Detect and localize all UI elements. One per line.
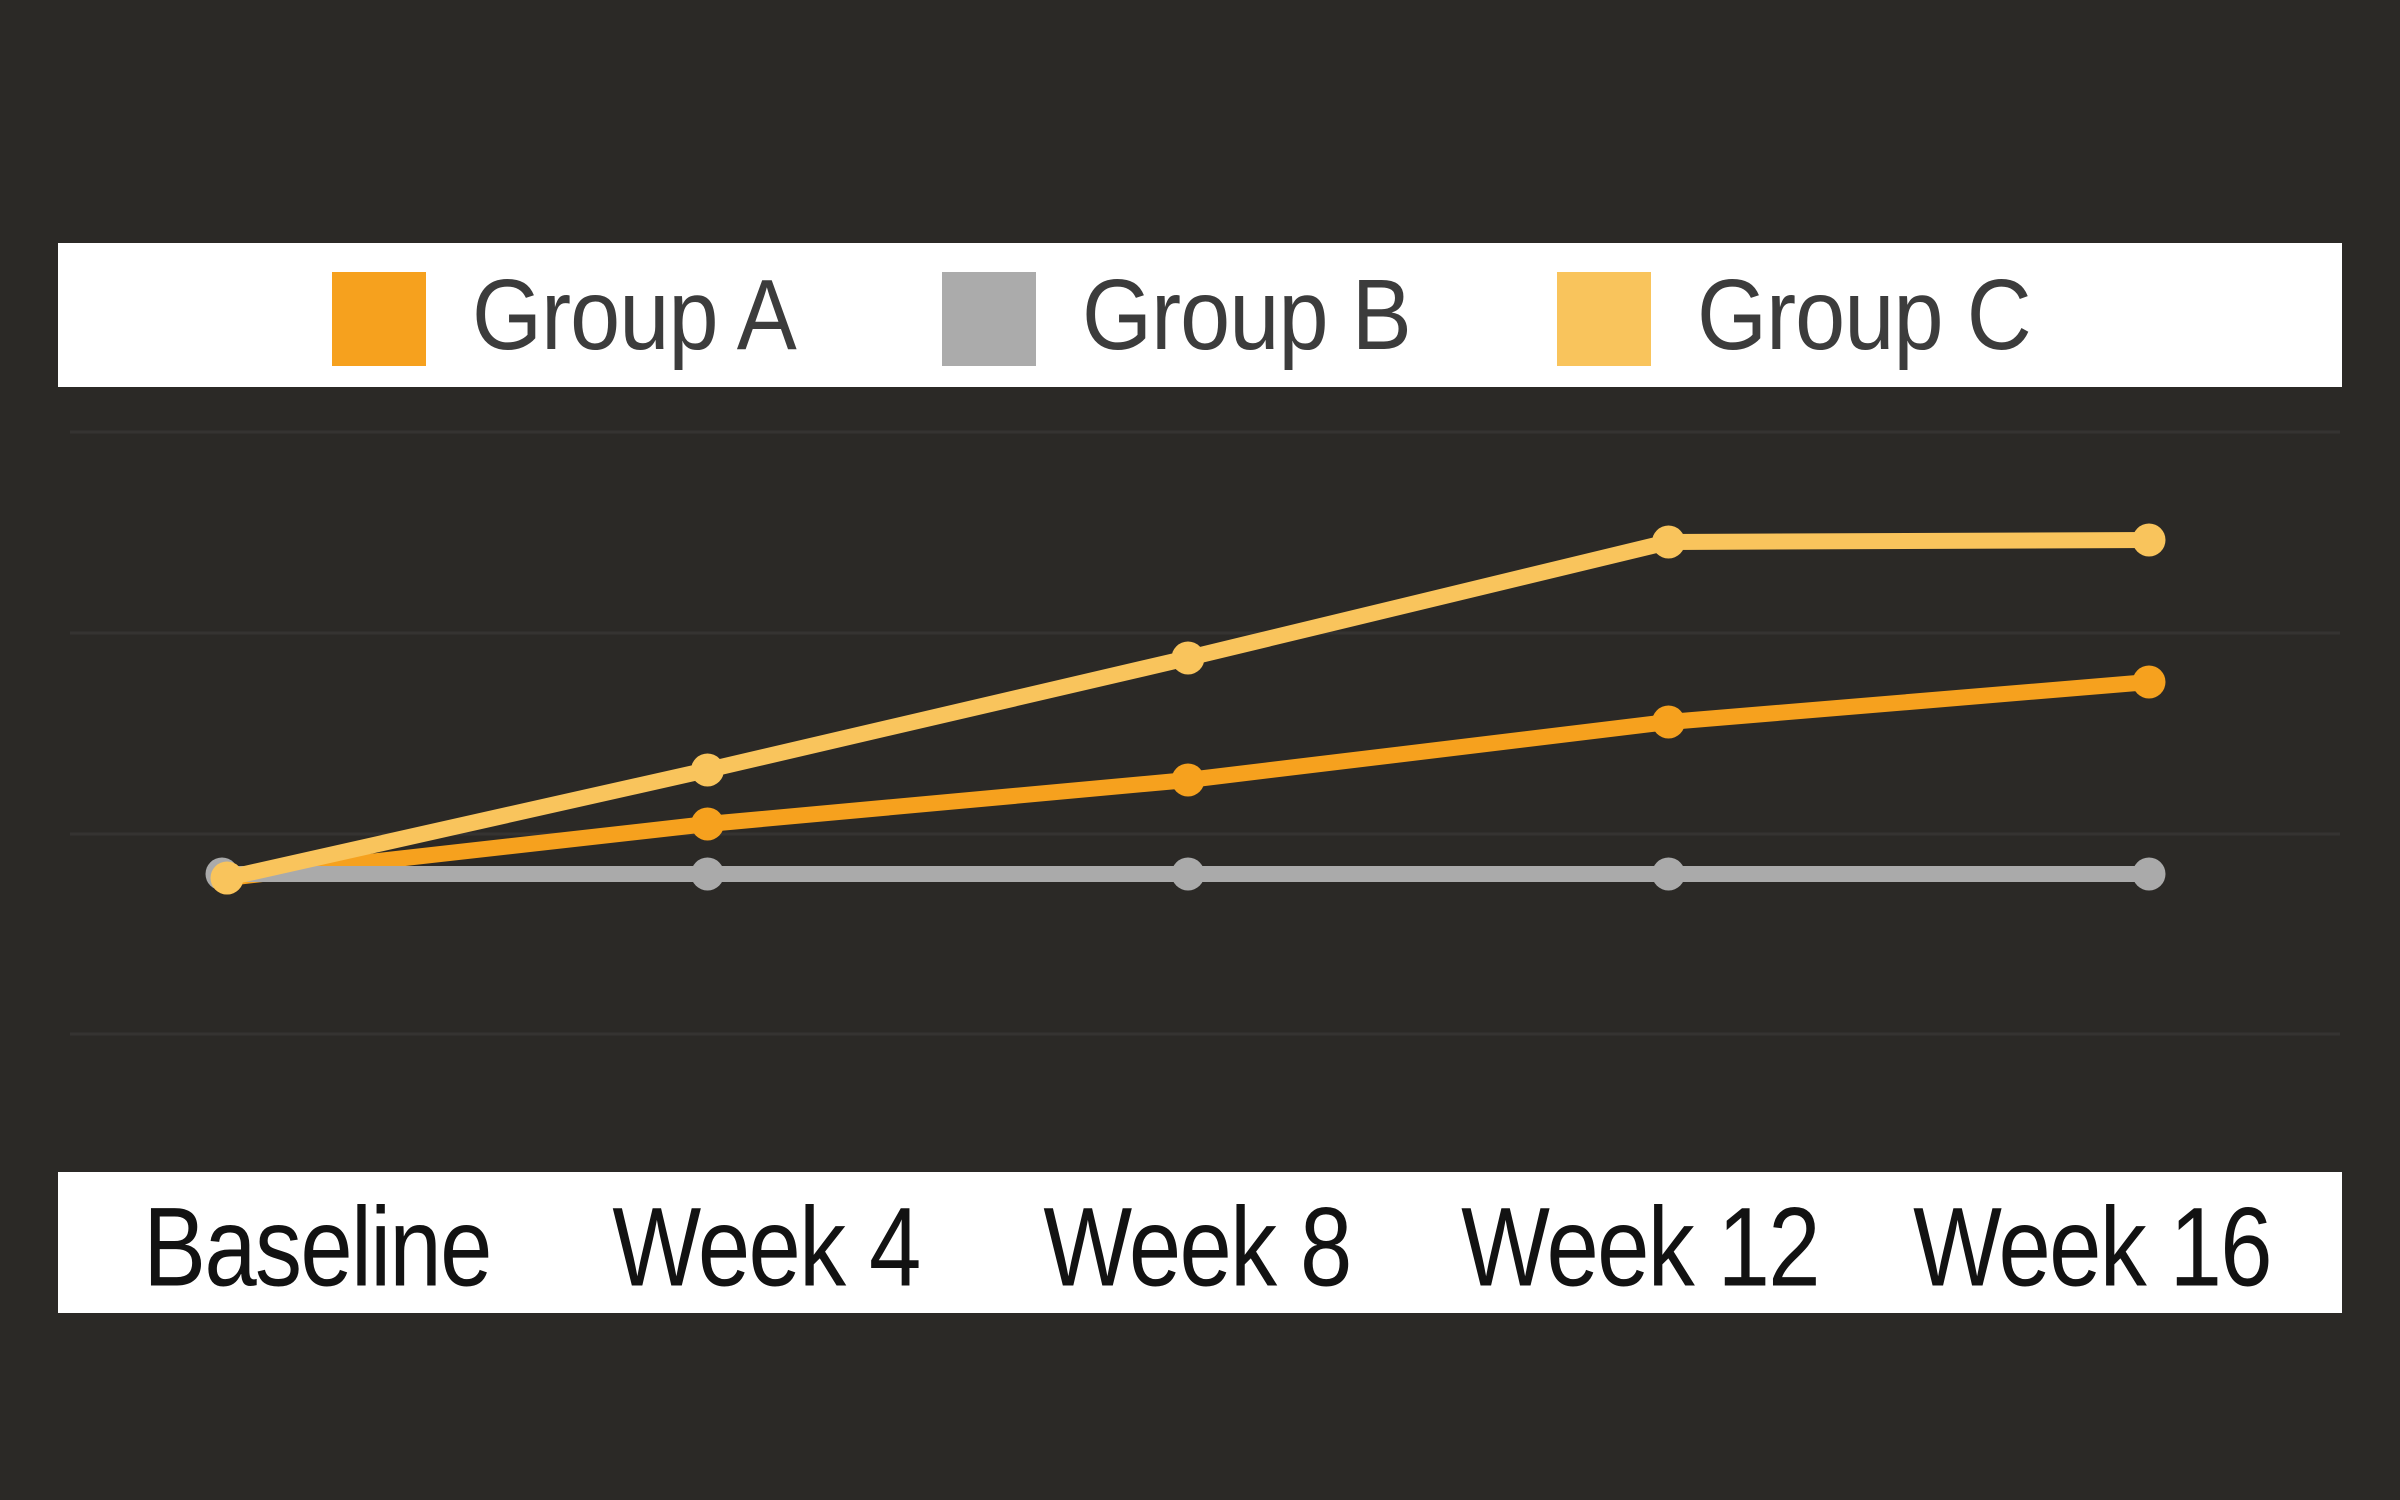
legend-item-group-b: Group B (941, 259, 1447, 371)
x-axis-label-week-16: Week 16 (1913, 1183, 2272, 1309)
data-point-group-b (2132, 857, 2166, 891)
legend-item-group-c: Group C (1557, 264, 2068, 366)
data-point-group-c (2132, 523, 2166, 557)
x-axis-bar: Baseline Week 4 Week 8 Week 12 Week 16 (58, 1172, 2342, 1313)
group-c-label: Group C (1697, 259, 2032, 371)
data-point-group-c (1652, 525, 1685, 559)
data-point-group-b (1171, 857, 1205, 891)
data-point-group-b (1652, 857, 1685, 891)
group-c-swatch (1557, 272, 1652, 366)
group-a-label: Group A (471, 259, 797, 371)
group-b-label: Group B (1081, 259, 1412, 371)
legend-bar: Group A Group B Group C (58, 243, 2342, 387)
data-point-group-a (1652, 705, 1685, 739)
group-b-swatch (941, 272, 1036, 366)
data-point-group-c (1171, 641, 1205, 675)
x-axis-label-week-4: Week 4 (612, 1183, 921, 1309)
x-axis-label-baseline: Baseline (143, 1183, 492, 1309)
x-axis-label-week-12: Week 12 (1461, 1183, 1820, 1309)
data-point-group-c (691, 753, 724, 787)
data-point-group-a (1171, 763, 1205, 797)
legend-item-group-a: Group A (331, 259, 832, 371)
x-axis-label-week-8: Week 8 (1043, 1183, 1352, 1309)
group-a-swatch (331, 272, 426, 366)
data-point-group-a (691, 807, 724, 841)
data-point-group-c (210, 861, 244, 895)
data-point-group-a (2132, 665, 2166, 699)
data-point-group-b (691, 857, 724, 891)
